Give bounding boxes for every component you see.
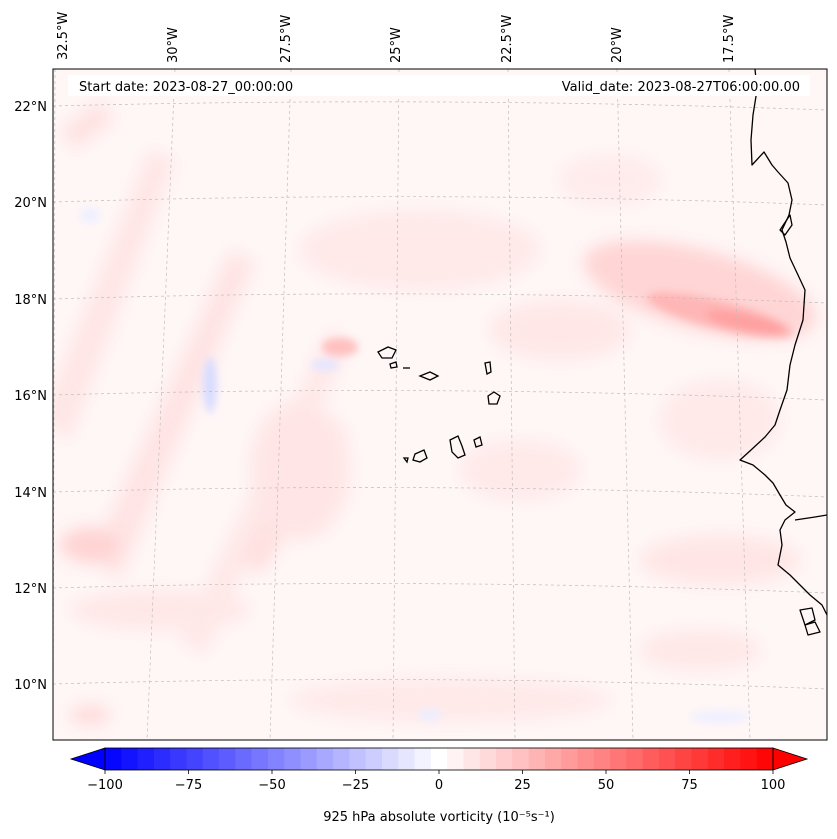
lat-label: 14°N (14, 486, 47, 501)
colorbar-cell (463, 748, 481, 770)
colorbar-cell (251, 748, 269, 770)
cape-verde-islands (377, 346, 501, 464)
colorbar-cell (447, 748, 465, 770)
lat-label: 18°N (14, 293, 47, 308)
colorbar-cell (691, 748, 709, 770)
colorbar-cell (707, 748, 725, 770)
colorbar-cell (479, 748, 497, 770)
colorbar-cell (658, 748, 676, 770)
colorbar-extend-min (69, 747, 106, 771)
colorbar-cell (561, 748, 579, 770)
colorbar-cell (137, 748, 155, 770)
colorbar-cells (105, 748, 774, 770)
colorbar-cell (170, 748, 188, 770)
colorbar-tick-label: 100 (761, 778, 786, 793)
colorbar-cell (219, 748, 236, 770)
lat-label: 10°N (14, 678, 47, 693)
colorbar-cell (235, 748, 253, 770)
coastline (739, 69, 827, 636)
colorbar-cell (528, 748, 546, 770)
colorbar-cell (626, 748, 644, 770)
longitude-labels: 32.5°W 30°W 27.5°W 25°W 22.5°W 20°W 17.5… (56, 12, 737, 63)
date-header-strip (68, 75, 810, 96)
colorbar-cell (512, 748, 530, 770)
lon-label: 25°W (389, 27, 404, 63)
colorbar-tick-label: 0 (435, 778, 443, 793)
colorbar-cell (381, 748, 399, 770)
colorbar-cell (544, 748, 562, 770)
colorbar-tick-label: 25 (514, 778, 531, 793)
lon-label: 30°W (166, 27, 181, 63)
colorbar-cell (365, 748, 383, 770)
colorbar-ticks: −100 −75 −50 −25 0 25 50 75 100 (87, 770, 785, 793)
colorbar-cell (756, 748, 774, 770)
colorbar-cell (153, 748, 171, 770)
colorbar-cell (349, 748, 367, 770)
latitude-labels: 22°N 20°N 18°N 16°N 14°N 12°N 10°N (14, 100, 47, 693)
colorbar-label: 925 hPa absolute vorticity (10⁻⁵s⁻¹) (323, 810, 555, 825)
colorbar-cell (496, 748, 513, 770)
colorbar-tick-label: −25 (342, 778, 369, 793)
lon-label: 27.5°W (279, 15, 294, 63)
colorbar-extend-max (772, 747, 809, 771)
colorbar-cell (202, 748, 220, 770)
colorbar-cell (414, 748, 432, 770)
colorbar-tick-label: −100 (87, 778, 123, 793)
colorbar-cell (675, 748, 693, 770)
lat-label: 16°N (14, 389, 47, 404)
colorbar-cell (105, 748, 122, 770)
colorbar-tick-label: −50 (258, 778, 285, 793)
colorbar-cell (121, 748, 139, 770)
lat-label: 12°N (14, 582, 47, 597)
colorbar-cell (300, 748, 318, 770)
colorbar-cell (642, 748, 660, 770)
start-date-label: Start date: 2023-08-27_00:00:00 (79, 80, 293, 95)
colorbar-cell (267, 748, 285, 770)
colorbar-cell (610, 748, 627, 770)
colorbar-cell (593, 748, 611, 770)
colorbar-tick-label: 50 (598, 778, 615, 793)
lon-label: 20°W (610, 27, 625, 63)
colorbar-tick-label: 75 (681, 778, 698, 793)
lat-label: 20°N (14, 196, 47, 211)
colorbar-cell (724, 748, 742, 770)
colorbar-cell (430, 748, 448, 770)
lon-label: 22.5°W (500, 15, 515, 63)
map-frame (52, 68, 828, 741)
colorbar-cell (284, 748, 302, 770)
colorbar-cell (577, 748, 595, 770)
colorbar-cell (333, 748, 350, 770)
lon-label: 32.5°W (56, 12, 71, 60)
lat-label: 22°N (14, 100, 47, 115)
colorbar: −100 −75 −50 −25 0 25 50 75 100 925 hPa absolute… (69, 747, 809, 825)
colorbar-cell (316, 748, 334, 770)
colorbar-cell (186, 748, 204, 770)
lon-label: 17.5°W (722, 15, 737, 63)
colorbar-cell (740, 748, 758, 770)
valid-date-label: Valid_date: 2023-08-27T06:00:00.00 (562, 80, 800, 95)
vorticity-field (53, 69, 827, 740)
map-gridlines (53, 69, 827, 740)
colorbar-cell (398, 748, 416, 770)
colorbar-tick-label: −75 (175, 778, 202, 793)
